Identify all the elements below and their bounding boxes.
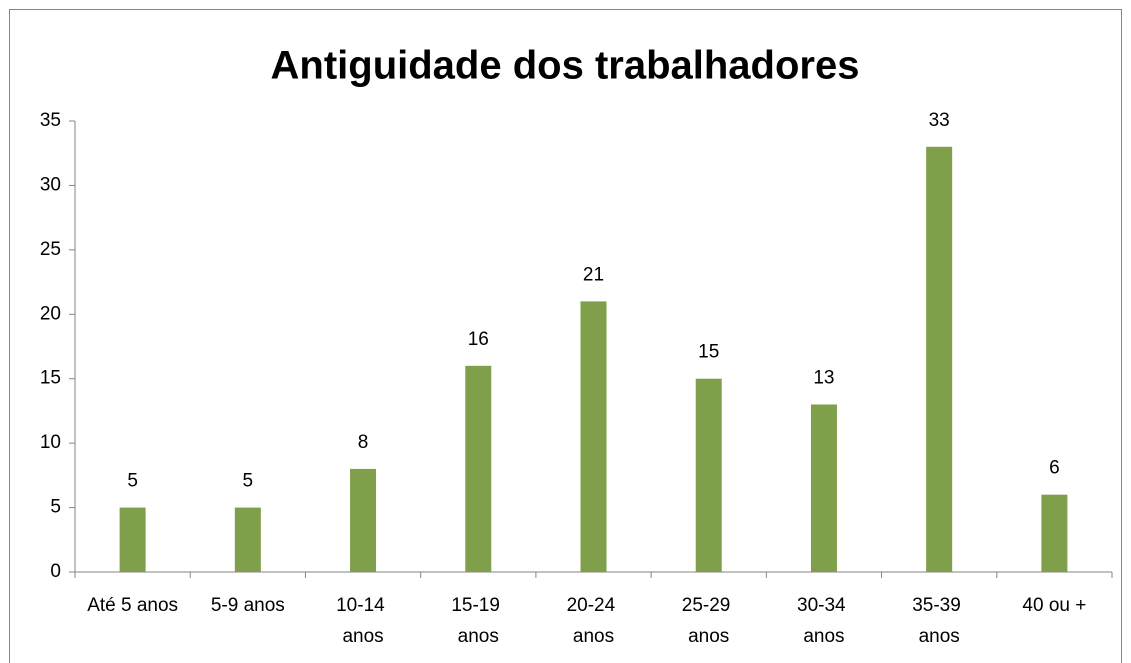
x-tick-label-line: 25-29 — [682, 595, 736, 616]
y-tick-label: 35 — [40, 110, 61, 131]
data-label: 5 — [127, 471, 138, 492]
bar — [695, 378, 722, 572]
chart-frame — [9, 9, 1122, 663]
data-label: 13 — [813, 368, 834, 389]
y-tick-label: 5 — [50, 497, 61, 518]
data-label: 8 — [358, 432, 369, 453]
bar — [234, 507, 261, 572]
data-label: 6 — [1049, 458, 1060, 479]
x-tick-label-line: 30-34 — [797, 595, 851, 616]
x-tick-label: 5-9 anos — [211, 595, 285, 616]
data-label: 21 — [583, 264, 604, 285]
x-tick-label-line: anos — [342, 626, 383, 647]
x-tick-label: 15-19 anos — [451, 595, 505, 647]
data-label: 33 — [929, 110, 950, 131]
chart-title: Antiguidade dos trabalhadores — [271, 44, 860, 88]
bar — [580, 301, 607, 572]
x-tick-label-line: anos — [458, 626, 499, 647]
y-tick-label: 25 — [40, 239, 61, 260]
y-tick-label: 20 — [40, 303, 61, 324]
data-label: 16 — [468, 329, 489, 350]
y-tick-label: 0 — [50, 561, 61, 582]
x-tick-label-line: anos — [803, 626, 844, 647]
x-tick-label: 30-34 anos — [797, 595, 851, 647]
bar — [926, 146, 953, 572]
y-tick-label: 15 — [40, 368, 61, 389]
bar — [119, 507, 146, 572]
x-tick-label: 40 ou + — [1022, 595, 1086, 616]
bar — [810, 404, 837, 572]
x-tick-label-line: anos — [919, 626, 960, 647]
bar — [350, 468, 377, 572]
x-tick-label: 20-24 anos — [567, 595, 621, 647]
data-label: 15 — [698, 342, 719, 363]
x-tick-label: Até 5 anos — [87, 595, 178, 616]
x-tick-label-line: 35-39 — [912, 595, 966, 616]
x-tick-label: 25-29 anos — [682, 595, 736, 647]
y-tick-label: 30 — [40, 174, 61, 195]
x-tick-label: 10-14 anos — [336, 595, 390, 647]
bar — [1041, 494, 1068, 572]
x-tick-label-line: anos — [688, 626, 729, 647]
x-tick-label-line: anos — [573, 626, 614, 647]
x-tick-label-line: 20-24 — [567, 595, 621, 616]
y-tick-label: 10 — [40, 432, 61, 453]
bar — [465, 365, 492, 572]
data-label: 5 — [243, 471, 254, 492]
x-tick-label: 35-39 anos — [912, 595, 966, 647]
x-tick-label-line: 10-14 — [336, 595, 390, 616]
x-tick-label-line: 15-19 — [451, 595, 505, 616]
